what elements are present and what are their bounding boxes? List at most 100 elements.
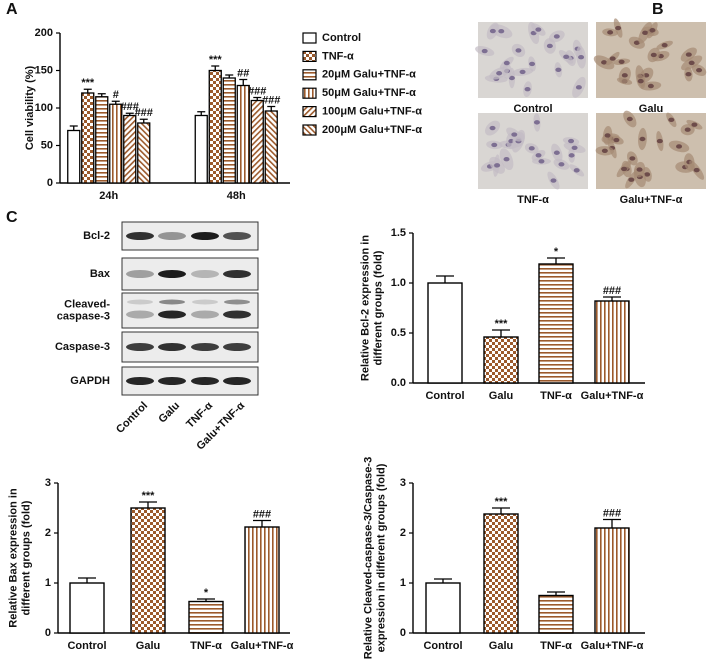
blot-band [191,343,219,351]
bar [236,84,250,184]
error-bar [267,105,276,111]
protein-label: Cleaved- [64,298,110,310]
bar [95,96,109,184]
bar [69,582,105,634]
error-bar [197,111,206,116]
bar [483,336,519,384]
blot-band [223,310,251,319]
nucleus [629,156,636,161]
blot-band [158,270,186,278]
error-bar [239,78,248,86]
error-bar [253,519,271,527]
nucleus [688,60,695,66]
y-tick-label: 1 [400,577,406,589]
panel-label: C [6,209,18,226]
nucleus [626,116,633,122]
legend-label: 100μM Galu+TNF-α [322,106,422,118]
nucleus [685,71,692,77]
blot-band [191,270,219,278]
nucleus [571,145,578,150]
significance: ### [603,285,621,297]
error-bar [211,65,220,71]
lane-label: Control [114,400,150,436]
panel-label: A [6,1,18,18]
legend-label: Control [322,32,361,44]
legend-swatch [302,32,317,44]
significance: *** [81,77,95,89]
legend-swatch [302,69,317,81]
y-axis-label-line: Relative Cleaved-caspase-3/Caspase-3 [362,457,374,659]
error-bar [139,118,148,123]
nucleus [637,78,644,84]
x-tick-label: Galu+TNF-α [581,640,644,652]
x-tick-label: Galu [136,640,160,652]
bar [194,114,208,184]
nucleus [628,177,635,182]
significance: *** [495,496,509,508]
y-tick-label: 50 [41,139,53,151]
blot-band [223,343,251,351]
blot-band [126,343,154,351]
nucleus [498,29,505,34]
bar [81,92,95,184]
bar [264,110,278,184]
error-bar [83,88,92,93]
significance: ### [121,101,139,113]
protein-label: Bcl-2 [83,230,110,242]
blot-band [126,310,154,319]
y-tick-label: 0.0 [391,377,406,389]
significance: ## [237,67,249,79]
nucleus [528,146,535,151]
legend-swatch [302,50,317,63]
significance: ### [135,107,153,119]
y-axis-label-line: Relative Bax expression in [7,488,19,628]
nucleus [633,40,640,45]
error-bar [547,591,565,596]
error-bar [111,100,120,105]
x-tick-label: Control [67,640,106,652]
blot-band [158,343,186,351]
error-bar [253,96,262,101]
error-bar [492,329,510,337]
nucleus [676,144,683,149]
legend-swatch [302,105,317,118]
error-bar [492,507,510,514]
nucleus [601,148,608,154]
error-bar [78,577,96,583]
y-axis-label-line: expression in different groups (fold) [375,463,387,652]
nucleus [573,168,580,173]
panel-label: B [652,1,664,18]
bar [130,507,166,634]
nucleus [696,67,703,73]
bar [137,122,151,184]
error-bar [197,598,215,602]
protein-label: Bax [90,268,111,280]
y-tick-label: 0 [400,627,406,639]
blot-band [192,299,218,305]
bar [594,527,630,634]
blot-band [158,377,186,385]
y-axis-label-line: different groups (fold) [20,500,32,615]
blot-band [126,270,154,278]
lane-label: TNF-α [184,400,215,431]
blot-band [159,299,185,305]
nucleus [503,156,510,162]
y-tick-label: 0 [47,177,53,189]
nucleus [607,30,614,35]
micrograph-label: Galu+TNF-α [620,194,683,206]
error-bar [139,501,157,508]
x-tick-label: 48h [227,190,246,202]
significance: *** [495,318,509,330]
bar [222,77,236,184]
nucleus [524,86,531,92]
bar [67,129,81,184]
bar [244,526,280,634]
blot-band [191,232,219,240]
nucleus [578,55,585,60]
nucleus [621,73,628,78]
blot-band [191,377,219,385]
nucleus [650,52,657,58]
nucleus [563,54,570,60]
x-tick-label: Galu [489,640,513,652]
nucleus [553,34,560,39]
